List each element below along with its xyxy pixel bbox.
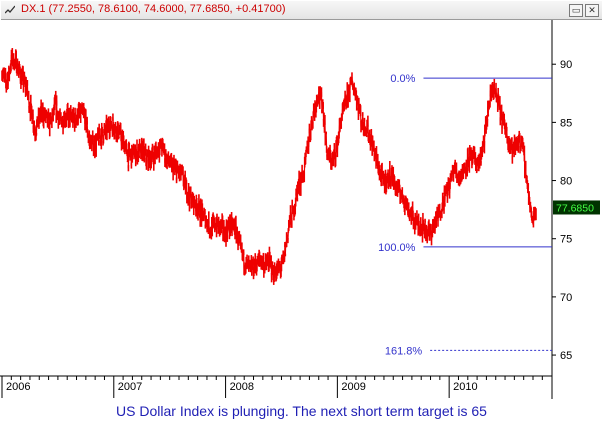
y-tick-label: 65 <box>560 350 572 362</box>
y-tick-label: 80 <box>560 176 572 188</box>
y-tick-label: 70 <box>560 292 572 304</box>
y-tick-label: 90 <box>560 59 572 71</box>
fib-level-label: 100.0% <box>378 242 416 254</box>
close-button[interactable]: ✕ <box>585 4 599 17</box>
x-tick-label: 2008 <box>230 381 254 393</box>
x-tick-label: 2006 <box>6 381 30 393</box>
chart-icon <box>5 5 15 14</box>
current-price-box <box>553 200 600 215</box>
maximize-button[interactable]: ▭ <box>569 4 583 17</box>
chart-caption: US Dollar Index is plunging. The next sh… <box>116 403 487 419</box>
window-title: DX.1 (77.2550, 78.6100, 74.6000, 77.6850… <box>21 3 286 15</box>
current-price-label: 77.6850 <box>556 202 594 214</box>
y-tick-label: 85 <box>560 117 572 129</box>
y-tick-label: 75 <box>560 234 572 246</box>
window-titlebar: DX.1 (77.2550, 78.6100, 74.6000, 77.6850… <box>1 1 602 20</box>
fib-level-label: 0.0% <box>390 73 415 85</box>
price-chart: 65 70 75 80 85 90 2006 2007 2008 2009 2010 0.0% 100.… <box>0 20 600 399</box>
x-tick-label: 2010 <box>453 381 477 393</box>
chart-window: DX.1 (77.2550, 78.6100, 74.6000, 77.6850… <box>0 0 603 399</box>
fib-level-label: 161.8% <box>385 345 423 357</box>
x-tick-label: 2009 <box>341 381 365 393</box>
x-tick-label: 2007 <box>118 381 142 393</box>
